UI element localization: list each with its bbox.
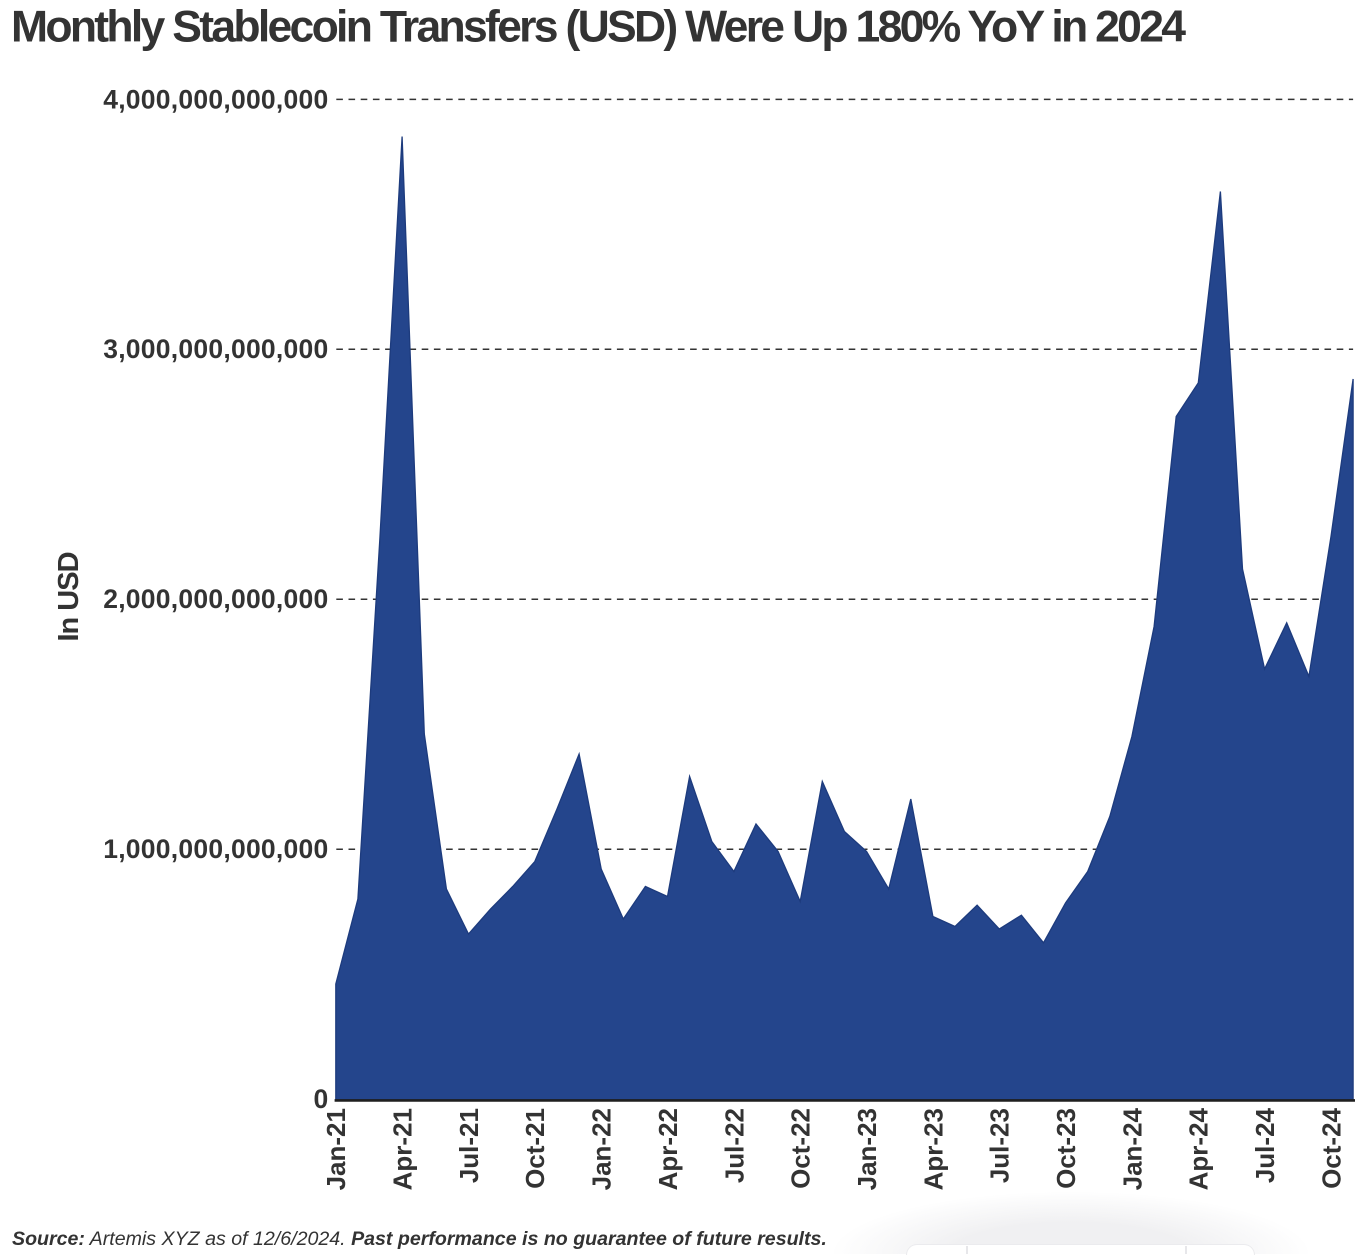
svg-text:Monthly Stablecoin Transfers (: Monthly Stablecoin Transfers (USD) Were … <box>11 3 1186 52</box>
svg-text:Jan-21: Jan-21 <box>321 1108 351 1190</box>
svg-text:Apr-21: Apr-21 <box>388 1108 418 1190</box>
svg-text:3,000,000,000,000: 3,000,000,000,000 <box>103 334 328 364</box>
svg-text:Jul-22: Jul-22 <box>719 1108 749 1183</box>
svg-text:Oct-21: Oct-21 <box>520 1108 550 1189</box>
svg-text:Jul-24: Jul-24 <box>1250 1107 1280 1183</box>
svg-text:Oct-22: Oct-22 <box>786 1108 816 1189</box>
svg-text:Source: Artemis XYZ as of 12/6: Source: Artemis XYZ as of 12/6/2024. Pas… <box>12 1228 827 1250</box>
svg-text:Apr-24: Apr-24 <box>1184 1107 1214 1190</box>
svg-text:1,000,000,000,000: 1,000,000,000,000 <box>103 834 328 864</box>
svg-text:0: 0 <box>314 1084 329 1114</box>
svg-text:Jan-24: Jan-24 <box>1117 1107 1147 1190</box>
svg-text:Apr-23: Apr-23 <box>918 1108 948 1190</box>
svg-text:4,000,000,000,000: 4,000,000,000,000 <box>103 84 328 114</box>
svg-text:Oct-23: Oct-23 <box>1051 1108 1081 1189</box>
svg-text:Jan-23: Jan-23 <box>852 1108 882 1190</box>
svg-text:Jul-21: Jul-21 <box>454 1108 484 1183</box>
svg-text:Jan-22: Jan-22 <box>587 1108 617 1190</box>
svg-text:2,000,000,000,000: 2,000,000,000,000 <box>103 584 328 614</box>
svg-text:Apr-22: Apr-22 <box>653 1108 683 1190</box>
svg-text:In USD: In USD <box>53 552 85 641</box>
svg-text:Oct-24: Oct-24 <box>1316 1107 1346 1188</box>
svg-text:Jul-23: Jul-23 <box>985 1108 1015 1183</box>
